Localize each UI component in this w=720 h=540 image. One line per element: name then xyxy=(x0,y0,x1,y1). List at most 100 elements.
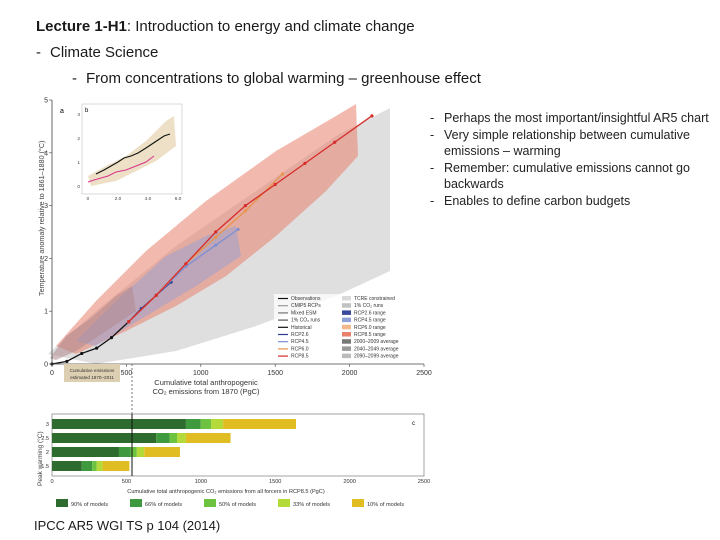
bar-segment xyxy=(211,419,224,429)
legend-a-right-item: 1% CO₂ runs xyxy=(354,303,384,309)
x-tick-label-c: 2500 xyxy=(418,479,430,485)
source-citation: IPCC AR5 WGI TS p 104 (2014) xyxy=(34,518,221,533)
emission-note-box xyxy=(64,364,120,382)
bar-segment xyxy=(144,447,180,457)
bar-segment xyxy=(156,433,170,443)
bar-segment xyxy=(185,419,201,429)
y-tick-label-c: 3 xyxy=(46,422,49,428)
inset-x-tick: 0 xyxy=(87,196,90,202)
series-point xyxy=(127,320,131,324)
series-layer xyxy=(50,114,374,366)
x-tick-label: 1000 xyxy=(193,370,209,377)
series-point xyxy=(184,262,188,266)
series-point xyxy=(273,182,277,187)
bullet-level-2-text: From concentrations to global warming – … xyxy=(86,70,481,87)
x-tick-label: 2500 xyxy=(416,370,432,377)
y-tick-label: 0 xyxy=(44,362,48,369)
legend-swatch xyxy=(342,324,351,330)
x-tick-label: 1500 xyxy=(267,370,283,377)
legend-c-swatch xyxy=(130,499,142,507)
lecture-code: Lecture 1-H1 xyxy=(36,18,127,35)
legend-a-left-item: CMIP5 RCPs xyxy=(291,303,321,309)
panel-a-ylabel: Temperature anomaly relative to 1861–188… xyxy=(37,141,46,297)
series-point xyxy=(214,243,218,247)
legend-a-left-item: 1% CO₂ runs xyxy=(291,318,321,324)
series-point xyxy=(154,293,158,297)
y-tick-label: 2 xyxy=(44,256,48,263)
panel-c-xlabel: Cumulative total anthropogenic CO₂ emiss… xyxy=(127,489,325,495)
x-ticks-a: 0 500 1000 1500 2000 2500 xyxy=(50,364,432,377)
legend-swatch xyxy=(342,303,351,308)
historical-band xyxy=(50,286,136,360)
bar-segment xyxy=(92,461,97,471)
panel-a-xlabel-1: Cumulative total anthropogenic xyxy=(154,378,258,387)
legend-swatch xyxy=(342,310,351,315)
bar-segment xyxy=(223,419,297,429)
series-point xyxy=(65,359,69,363)
y-ticks-c: 3 2.5 2 1.5 xyxy=(41,422,49,470)
x-tick-label: 0 xyxy=(50,370,54,377)
bar-segment xyxy=(130,447,137,457)
bullet-level-2: - From concentrations to global warming –… xyxy=(72,70,481,87)
bullet-dash: - xyxy=(72,70,77,87)
y-tick-label: 4 xyxy=(44,150,48,157)
peak-warming-bars xyxy=(52,414,297,476)
legend-a-right-item: 2040–2049 average xyxy=(354,346,399,352)
panel-c-label: c xyxy=(412,421,415,427)
bar-segment xyxy=(52,433,157,443)
x-tick-label-c: 0 xyxy=(50,479,53,485)
panel-a: 0 1 2 3 4 5 0 500 1000 1500 2000 2500 a Temperatur… xyxy=(37,98,432,476)
speaker-notes-list: Perhaps the most important/insightful AR… xyxy=(430,110,710,209)
legend-a-left-item: RCP4.5 xyxy=(291,339,309,345)
y-tick-label-c: 1.5 xyxy=(41,464,49,470)
legend-swatch xyxy=(342,339,351,344)
x-tick-label-c: 1000 xyxy=(195,479,207,485)
inset-y-tick: 1 xyxy=(77,160,80,166)
slide-title: Lecture 1-H1: Introduction to energy and… xyxy=(36,18,415,35)
legend-a-right-item: 2000–2009 average xyxy=(354,339,399,345)
y-tick-label: 5 xyxy=(44,98,48,105)
legend-a-left-item: Mixed ESM xyxy=(291,310,317,316)
legend-a-right-item: RCP4.5 range xyxy=(354,318,386,324)
y-tick-label: 3 xyxy=(44,203,48,210)
bar-segment xyxy=(176,433,186,443)
series-point xyxy=(333,140,337,144)
inset-line-magenta xyxy=(87,155,155,183)
series-point xyxy=(80,351,84,356)
bar-segment xyxy=(169,433,177,443)
series-point xyxy=(243,204,248,208)
legend-c-item: 10% of models xyxy=(367,502,404,508)
bar-segment xyxy=(52,419,186,429)
bullet-level-1: - Climate Science xyxy=(36,44,158,61)
bar-segment xyxy=(185,433,231,443)
note-item: Perhaps the most important/insightful AR… xyxy=(430,110,710,127)
inset-x-tick: 6.0 xyxy=(175,196,182,202)
legend-a-right-item: RCP8.5 range xyxy=(354,332,386,338)
legend-c-item: 90% of models xyxy=(71,502,108,508)
inset-label: b xyxy=(85,108,89,114)
inset-band xyxy=(88,116,176,186)
legend-swatch xyxy=(342,332,351,337)
x-tick-label-c: 2000 xyxy=(343,479,355,485)
panel-c-frame xyxy=(51,413,425,477)
inset-ticks: 0 2.0 4.0 6.0 0 1 2 3 xyxy=(77,112,181,202)
series-point xyxy=(214,235,218,239)
series-point xyxy=(236,227,240,231)
legend-a-right-item: 2090–2099 average xyxy=(354,354,399,360)
bar-segment xyxy=(81,461,93,471)
panel-a-xlabel-2: CO₂ emissions from 1870 (PgC) xyxy=(152,387,260,396)
bar-segment xyxy=(52,461,82,471)
legend-a-left-item: RCP2.6 xyxy=(291,332,309,338)
panel-c-ylabel: Peak warming (°C) xyxy=(36,431,44,486)
x-ticks-c: 0 500 1000 1500 2000 2500 xyxy=(50,479,430,485)
legend-c-swatch xyxy=(352,499,364,507)
lecture-topic: : Introduction to energy and climate cha… xyxy=(126,18,415,35)
legend-c-item: 33% of models xyxy=(293,502,330,508)
legend-c-swatch xyxy=(56,499,68,507)
series-point xyxy=(243,209,248,213)
bar-segment xyxy=(200,419,212,429)
bar-segment xyxy=(136,447,145,457)
legend-a-right-item: RCP2.6 range xyxy=(354,310,386,316)
